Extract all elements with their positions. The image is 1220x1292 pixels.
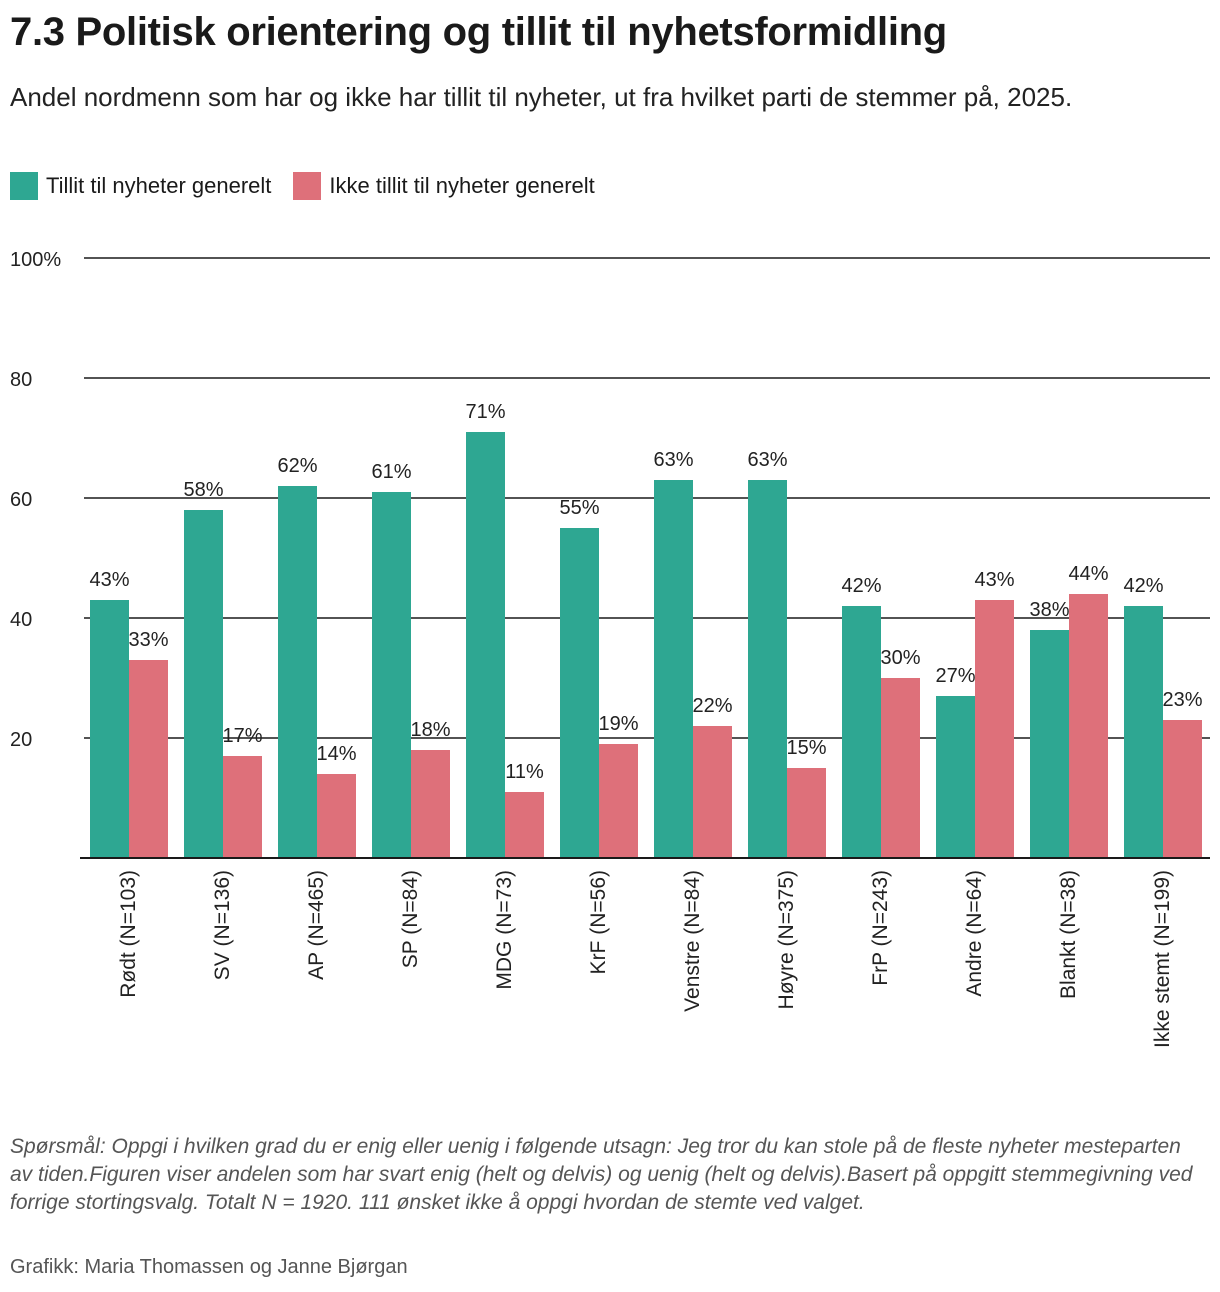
bar [372,492,411,858]
bar [317,774,356,858]
data-label: 27% [935,665,975,687]
data-label: 11% [505,761,544,783]
x-tick-label: Venstre (N=84) [681,870,704,1012]
bar [466,432,505,858]
credit: Grafikk: Maria Thomassen og Janne Bjørga… [10,1256,408,1278]
data-label: 61% [371,461,411,483]
y-tick-label: 80 [10,369,32,391]
bar [1124,606,1163,858]
data-label: 63% [653,449,693,471]
x-tick-label: Høyre (N=375) [775,870,798,1009]
bar [975,600,1014,858]
data-label: 71% [465,401,505,423]
footnote: Spørsmål: Oppgi i hvilken grad du er eni… [10,1135,1193,1214]
data-label: 43% [89,569,129,591]
bar [278,486,317,858]
data-label: 44% [1068,563,1108,585]
legend-label-trust: Tillit til nyheter generelt [46,173,272,198]
x-tick-label: MDG (N=73) [493,870,516,990]
bar [842,606,881,858]
y-tick-label: 20 [10,729,32,751]
data-label: 42% [841,575,881,597]
x-tick-label: SP (N=84) [399,870,422,968]
legend-swatch-trust [10,172,38,200]
x-tick-label: Andre (N=64) [963,870,986,997]
legend-label-no-trust: Ikke tillit til nyheter generelt [329,173,595,198]
bar [90,600,129,858]
bar [599,744,638,858]
bar [129,660,168,858]
x-tick-label: Rødt (N=103) [117,870,140,998]
data-label: 22% [692,695,732,717]
bar [184,510,223,858]
bar [1163,720,1202,858]
data-label: 58% [183,479,223,501]
data-label: 63% [747,449,787,471]
chart-subtitle: Andel nordmenn som har og ikke har tilli… [10,82,1073,112]
data-label: 14% [316,743,356,765]
x-tick-label: KrF (N=56) [587,870,610,974]
x-tick-label: FrP (N=243) [869,870,892,986]
data-label: 18% [410,719,450,741]
y-tick-label: 100% [10,249,61,271]
data-label: 62% [277,455,317,477]
data-label: 15% [786,737,826,759]
data-label: 23% [1162,689,1202,711]
bar [223,756,262,858]
y-tick-label: 40 [10,609,32,631]
data-label: 42% [1123,575,1163,597]
bar [748,480,787,858]
bar [505,792,544,858]
bar [936,696,975,858]
data-label: 38% [1029,599,1069,621]
x-tick-label: AP (N=465) [305,870,328,980]
legend-swatch-no-trust [293,172,322,200]
bar [560,528,599,858]
x-tick-label: Blankt (N=38) [1057,870,1080,999]
legend: Tillit til nyheter generelt Ikke tillit … [10,172,595,200]
legend-item-no-trust: Ikke tillit til nyheter generelt [293,172,595,200]
x-tick-label: SV (N=136) [211,870,234,980]
x-tick-label: Ikke stemt (N=199) [1151,870,1174,1048]
data-label: 33% [128,629,168,651]
data-label: 55% [559,497,599,519]
data-label: 17% [222,725,262,747]
data-label: 30% [880,647,920,669]
bar [787,768,826,858]
bar [881,678,920,858]
bar [1030,630,1069,858]
chart-title: 7.3 Politisk orientering og tillit til n… [10,10,947,54]
legend-item-trust: Tillit til nyheter generelt [10,172,271,200]
bar [654,480,693,858]
bar [411,750,450,858]
data-label: 43% [974,569,1014,591]
bar [693,726,732,858]
bar [1069,594,1108,858]
y-tick-label: 60 [10,489,32,511]
bar-chart: 20 40 60 80 100% 43% 33% Rødt (N=103) 58% 17% SV (… [10,249,1210,1048]
data-label: 19% [598,713,638,735]
